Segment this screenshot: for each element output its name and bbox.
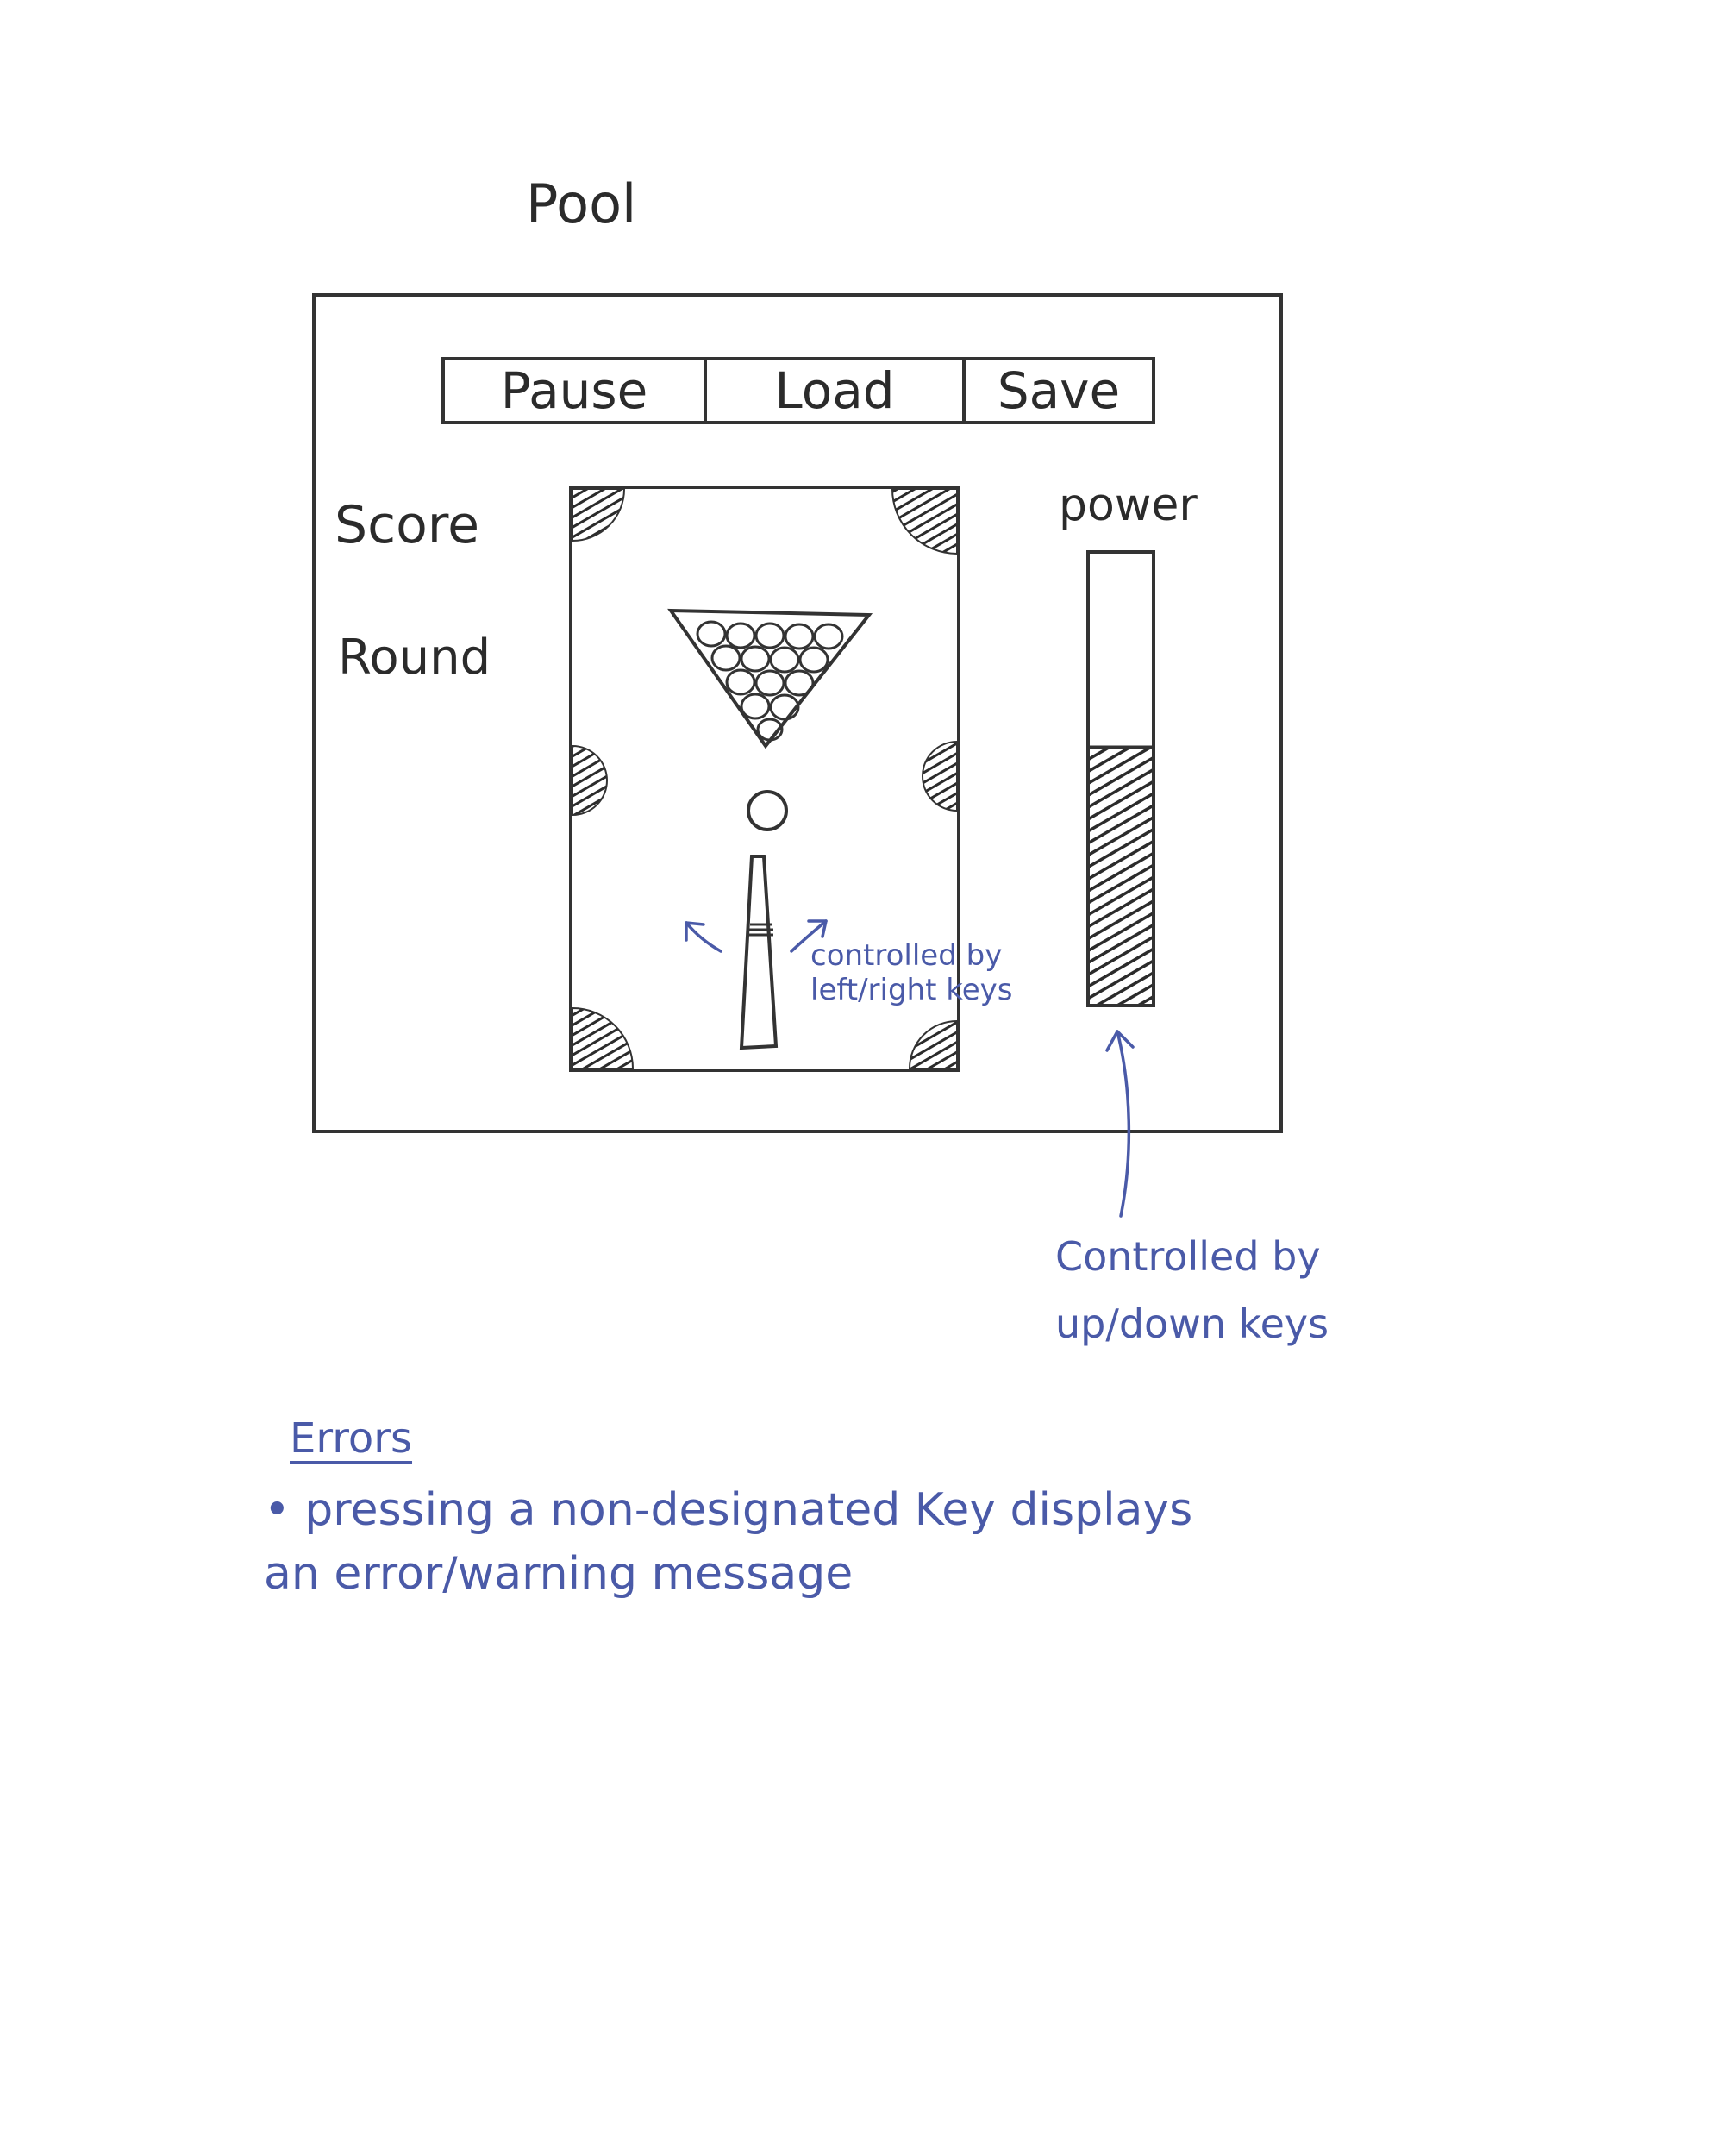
rotate-left-arrow-head bbox=[685, 921, 705, 942]
table-felt bbox=[569, 486, 960, 1072]
cue-ball bbox=[747, 790, 788, 831]
rotate-right-arrow bbox=[790, 919, 828, 953]
toolbar: Pause Load Save bbox=[441, 357, 1155, 424]
cue-control-note: controlled by left/right keys bbox=[810, 938, 1013, 1007]
power-meter-frame bbox=[1086, 550, 1155, 1007]
object-ball bbox=[725, 668, 756, 696]
pocket-top-right bbox=[891, 488, 958, 555]
object-ball bbox=[784, 623, 815, 650]
game-window bbox=[312, 293, 1283, 1133]
power-control-arrow bbox=[1116, 1030, 1131, 1218]
rotate-right-arrow-head bbox=[807, 919, 828, 938]
errors-list: pressing a non-designated Key displays a… bbox=[264, 1478, 1255, 1606]
object-balls bbox=[696, 620, 844, 742]
power-control-note: Controlled by up/down keys bbox=[1055, 1233, 1329, 1347]
object-ball bbox=[813, 623, 844, 650]
pocket-bottom-right bbox=[908, 1019, 958, 1069]
object-ball bbox=[725, 622, 756, 649]
object-ball bbox=[798, 646, 829, 674]
power-control-arrow-head bbox=[1105, 1030, 1135, 1052]
round-label: Round bbox=[338, 630, 491, 686]
object-ball bbox=[754, 669, 785, 697]
object-ball bbox=[710, 644, 741, 672]
object-ball bbox=[754, 622, 785, 649]
load-button[interactable]: Load bbox=[704, 360, 962, 421]
pocket-middle-left bbox=[572, 744, 608, 817]
ball-rack bbox=[667, 608, 873, 749]
pocket-middle-right bbox=[922, 740, 958, 812]
game-title: Pool bbox=[526, 172, 637, 235]
score-label: Score bbox=[335, 495, 480, 555]
object-ball bbox=[784, 669, 815, 697]
cue-stick[interactable] bbox=[739, 855, 779, 1050]
error-item: pressing a non-designated Key displays a… bbox=[264, 1478, 1255, 1606]
object-ball bbox=[696, 620, 727, 648]
pocket-top-left bbox=[572, 488, 626, 542]
pocket-bottom-left bbox=[572, 1006, 635, 1069]
object-ball bbox=[769, 693, 800, 721]
object-ball bbox=[756, 718, 784, 742]
power-meter-fill bbox=[1090, 747, 1152, 1004]
pause-button[interactable]: Pause bbox=[500, 361, 648, 420]
object-ball bbox=[740, 645, 771, 673]
errors-heading: Errors bbox=[290, 1414, 413, 1463]
object-ball bbox=[769, 646, 800, 674]
power-label: power bbox=[1059, 479, 1198, 531]
object-ball bbox=[740, 693, 771, 720]
rotate-left-arrow bbox=[685, 921, 722, 953]
save-button[interactable]: Save bbox=[962, 360, 1152, 421]
